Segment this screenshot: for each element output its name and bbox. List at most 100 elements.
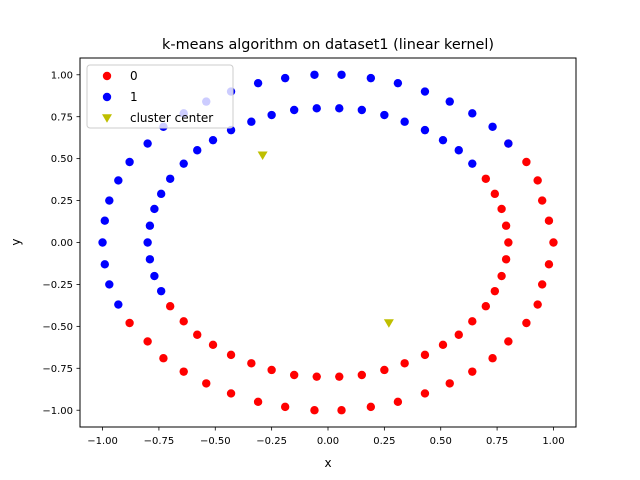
data-point (454, 330, 463, 339)
data-point (420, 350, 430, 360)
data-point (357, 105, 367, 115)
y-axis-label: y (9, 238, 23, 245)
data-point (445, 379, 454, 388)
legend-label: 0 (130, 69, 138, 83)
data-point (454, 146, 463, 155)
data-point (114, 300, 123, 309)
data-point (226, 389, 236, 398)
data-point (490, 286, 500, 296)
data-point (100, 260, 110, 269)
data-point (501, 255, 511, 264)
data-point (105, 196, 114, 205)
data-point (488, 354, 497, 363)
data-point (289, 370, 299, 380)
data-point (481, 174, 491, 183)
data-point (400, 359, 409, 368)
data-point (445, 97, 454, 106)
data-point (150, 204, 159, 214)
data-point (145, 255, 155, 264)
data-point (537, 280, 547, 289)
data-point (533, 176, 542, 185)
x-tick-label: 0.75 (486, 436, 508, 447)
y-tick-label: 0.50 (51, 154, 73, 165)
x-tick-label: 0.50 (430, 436, 452, 447)
x-axis-label: x (324, 456, 331, 470)
legend: 0 1 cluster center (86, 64, 234, 129)
legend-label: cluster center (130, 111, 213, 125)
data-point (335, 372, 344, 381)
data-point (393, 397, 403, 407)
data-point (522, 157, 531, 167)
y-tick-label: −0.25 (42, 280, 73, 291)
data-point (497, 204, 506, 214)
data-point (312, 372, 321, 381)
data-point (98, 238, 107, 247)
legend-marker (102, 92, 112, 102)
data-point (468, 317, 477, 326)
data-point (289, 105, 299, 115)
x-tick-label: −0.50 (200, 436, 231, 447)
data-point (267, 365, 276, 375)
data-point (366, 402, 376, 412)
data-point (504, 337, 513, 346)
data-point (310, 70, 319, 79)
y-tick-label: −1.00 (42, 406, 73, 417)
data-point (226, 350, 236, 360)
data-point (504, 139, 513, 148)
y-tick-label: 0.00 (51, 238, 73, 249)
data-point (335, 104, 344, 113)
data-point (193, 330, 202, 339)
data-point (208, 135, 218, 145)
x-tick-label: 0.00 (317, 436, 339, 447)
data-point (267, 110, 276, 120)
x-tick-label: 1.00 (542, 436, 564, 447)
data-point (156, 189, 166, 199)
data-point (337, 70, 346, 79)
series-1 (125, 139, 558, 415)
data-point (247, 117, 256, 126)
data-point (468, 367, 477, 376)
data-point (544, 260, 554, 269)
data-point (114, 176, 123, 185)
data-point (497, 271, 506, 281)
data-point (468, 109, 477, 118)
y-tick-label: −0.75 (42, 364, 73, 375)
data-point (179, 317, 188, 326)
data-point (522, 318, 531, 328)
data-point (145, 221, 155, 230)
data-point (143, 238, 152, 247)
data-point (380, 110, 389, 120)
plot-area (98, 70, 558, 415)
data-point (504, 238, 513, 247)
data-point (533, 300, 542, 309)
data-point (400, 117, 409, 126)
y-tick-label: 0.25 (51, 196, 73, 207)
data-point (366, 73, 376, 83)
data-point (280, 402, 290, 412)
data-point (156, 286, 166, 296)
data-point (420, 389, 430, 398)
x-tick-label: −0.25 (256, 436, 287, 447)
data-point (179, 159, 188, 168)
data-point (100, 216, 110, 225)
data-point (159, 354, 168, 363)
x-tick-label: −0.75 (144, 436, 175, 447)
cluster-center-marker (257, 151, 268, 161)
data-point (544, 216, 554, 225)
data-point (125, 318, 134, 328)
y-tick-label: 0.75 (51, 112, 73, 123)
y-tick-label: 1.00 (51, 70, 73, 81)
data-point (337, 406, 346, 415)
data-point (537, 196, 547, 205)
data-point (490, 189, 500, 199)
data-point (468, 159, 477, 168)
data-point (549, 238, 558, 247)
data-point (143, 139, 152, 148)
data-point (150, 271, 159, 281)
data-point (380, 365, 389, 375)
axis-ticks: −1.00 −0.75 −0.50 −0.25 0.00 0.25 0.50 0.75 1.00… (42, 70, 564, 447)
data-point (105, 280, 114, 289)
data-point (165, 174, 175, 183)
data-point (193, 146, 202, 155)
